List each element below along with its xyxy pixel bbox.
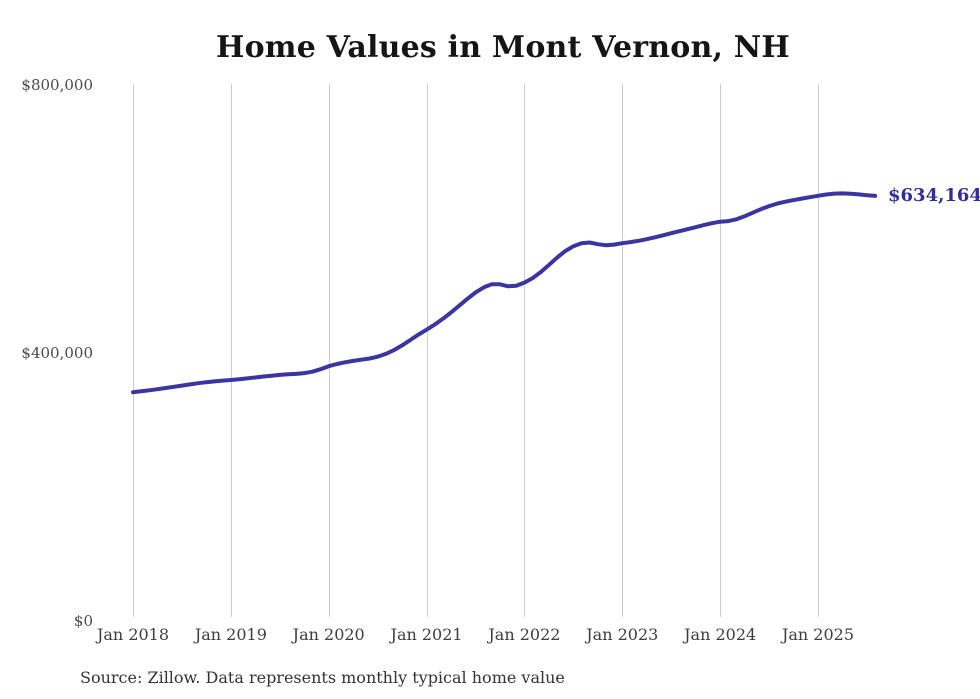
x-tick-label: Jan 2020 xyxy=(292,625,365,644)
latest-value-label: $634,164 xyxy=(888,184,980,206)
x-tick-label: Jan 2024 xyxy=(684,625,757,644)
y-tick-label: $0 xyxy=(73,611,93,630)
y-tick-label: $800,000 xyxy=(21,75,93,94)
x-tick-label: Jan 2018 xyxy=(96,625,170,644)
x-tick-label: Jan 2021 xyxy=(390,625,463,644)
x-tick-label: Jan 2019 xyxy=(194,625,267,644)
source-note: Source: Zillow. Data represents monthly … xyxy=(80,668,565,687)
home-value-line xyxy=(131,191,878,395)
x-tick-label: Jan 2023 xyxy=(586,625,659,644)
x-tick-label: Jan 2025 xyxy=(781,625,855,644)
x-tick-label: Jan 2022 xyxy=(488,625,561,644)
y-tick-label: $400,000 xyxy=(21,343,93,362)
chart-title: Home Values in Mont Vernon, NH xyxy=(216,30,790,65)
